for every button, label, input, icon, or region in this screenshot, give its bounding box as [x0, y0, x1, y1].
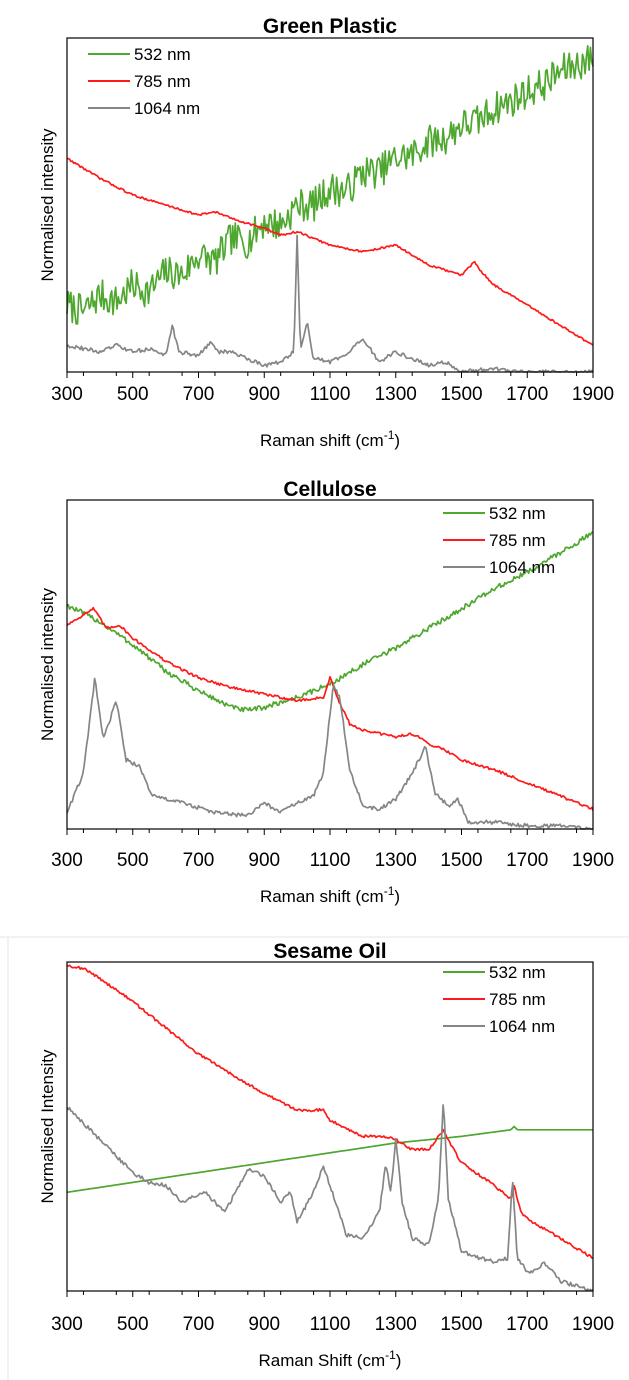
x-tick-label: 1900 — [572, 384, 614, 405]
legend-label-1064-nm: 1064 nm — [489, 1017, 555, 1036]
x-tick-label: 300 — [51, 384, 83, 405]
chart-panel-sesame-oil: Sesame Oil 300 500 700 900 1100 1300 1500 1700 19… — [38, 940, 614, 1370]
x-tick-label: 300 — [51, 850, 83, 871]
legend: 532 nm 785 nm 1064 nm — [443, 963, 555, 1036]
legend-label-785-nm: 785 nm — [489, 531, 546, 550]
x-tick-label: 1500 — [440, 850, 482, 871]
series-line-532-nm — [66, 1125, 593, 1194]
chart-panel-cellulose: Cellulose 300 500 700 900 1100 1300 1500 1700 190… — [38, 478, 614, 906]
x-tick-label: 1500 — [440, 384, 482, 405]
y-axis-label: Normalised intensity — [38, 128, 57, 282]
series-line-785-nm — [66, 606, 594, 811]
x-tick-label: 700 — [183, 850, 215, 871]
legend-label-785-nm: 785 nm — [489, 990, 546, 1009]
series-line-785-nm — [66, 964, 594, 1259]
legend-label-532-nm: 532 nm — [134, 45, 191, 64]
series-line-1064-nm — [66, 1104, 594, 1292]
x-tick-label: 1900 — [572, 850, 614, 871]
y-axis-label: Normalised Intensity — [38, 1049, 57, 1204]
legend: 532 nm 785 nm 1064 nm — [88, 45, 200, 118]
series-line-532-nm — [66, 531, 594, 713]
x-tick-label: 1700 — [506, 850, 548, 871]
x-tick-label: 500 — [117, 384, 149, 405]
x-tick-label: 900 — [248, 1314, 280, 1335]
x-tick-label: 1500 — [440, 1314, 482, 1335]
legend-label-1064-nm: 1064 nm — [134, 99, 200, 118]
x-tick-label: 500 — [117, 850, 149, 871]
series-line-1064-nm — [66, 234, 594, 373]
x-tick-label: 1900 — [572, 1314, 614, 1335]
x-axis-label: Raman shift (cm-1) — [260, 884, 400, 906]
x-tick-label: 1700 — [506, 384, 548, 405]
x-tick-label: 700 — [183, 384, 215, 405]
x-tick-label: 700 — [183, 1314, 215, 1335]
x-tick-label: 1300 — [375, 384, 417, 405]
series-line-785-nm — [66, 157, 594, 346]
series-line-1064-nm — [66, 677, 593, 830]
chart-panel-green-plastic: Green Plastic 300 500 700 900 1100 1300 1500 170… — [38, 15, 614, 450]
x-tick-label: 500 — [117, 1314, 149, 1335]
legend-label-532-nm: 532 nm — [489, 963, 546, 982]
legend: 532 nm 785 nm 1064 nm — [443, 504, 555, 577]
x-tick-label: 1300 — [375, 1314, 417, 1335]
x-axis-label: Raman shift (cm-1) — [260, 428, 400, 450]
y-axis-label: Normalised intensity — [38, 587, 57, 741]
chart-title: Cellulose — [283, 478, 376, 501]
x-tick-label: 1100 — [310, 1314, 351, 1335]
legend-label-532-nm: 532 nm — [489, 504, 546, 523]
x-tick-label: 900 — [248, 850, 280, 871]
x-tick-label: 1100 — [310, 850, 351, 871]
x-tick-label: 300 — [51, 1314, 83, 1335]
legend-label-1064-nm: 1064 nm — [489, 558, 555, 577]
x-tick-label: 1100 — [310, 384, 351, 405]
legend-label-785-nm: 785 nm — [134, 72, 191, 91]
series-line-532-nm — [66, 45, 594, 325]
x-tick-label: 900 — [248, 384, 280, 405]
chart-title: Green Plastic — [263, 15, 398, 38]
x-axis-label: Raman Shift (cm-1) — [259, 1348, 402, 1370]
x-tick-label: 1700 — [506, 1314, 548, 1335]
chart-title: Sesame Oil — [273, 940, 386, 963]
x-tick-label: 1300 — [375, 850, 417, 871]
